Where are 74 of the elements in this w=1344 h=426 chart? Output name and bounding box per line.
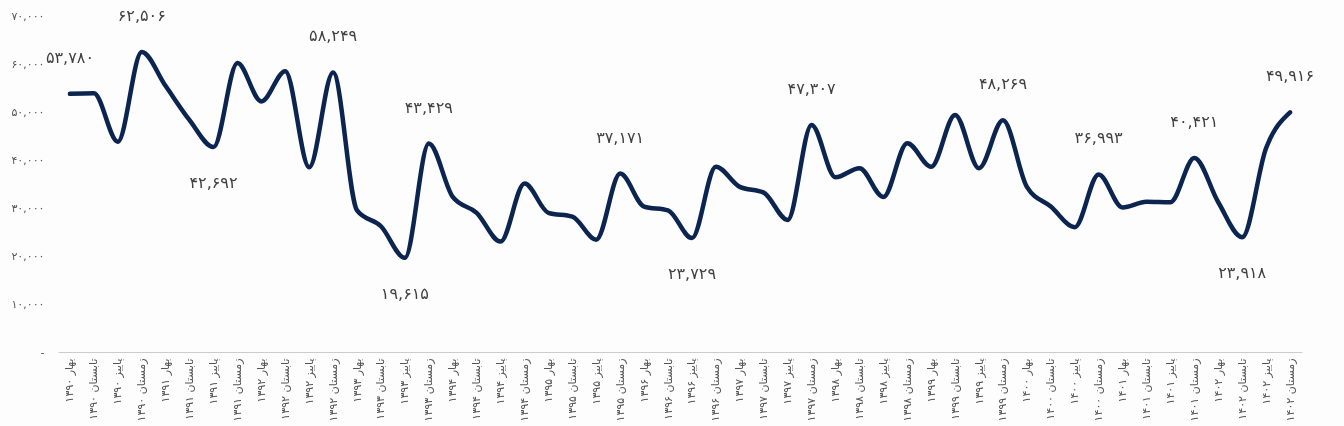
x-tick-label: پاییز ۱۳۹۵: [589, 358, 603, 405]
x-tick-label: پاییز ۱۴۰۱: [1163, 358, 1177, 405]
y-tick-label: ۶۰,۰۰۰: [11, 57, 45, 71]
x-tick-label: تابستان ۱۳۹۶: [661, 358, 675, 420]
data-label: ۴۳,۴۲۹: [404, 97, 453, 117]
x-tick-label: پاییز ۱۳۹۳: [398, 358, 412, 405]
data-label: ۵۸,۲۴۹: [309, 26, 358, 46]
x-tick-label: پاییز ۱۳۹۱: [207, 358, 220, 405]
x-tick-label: زمستان ۱۳۹۸: [900, 358, 914, 422]
data-label: ۲۳,۷۲۹: [667, 264, 716, 284]
x-tick-label: بهار ۱۳۹۰: [63, 358, 77, 403]
x-tick-label: تابستان ۱۳۹۱: [183, 358, 197, 420]
x-tick-label: پاییز ۱۳۹۰: [111, 358, 125, 405]
data-label: ۴۰,۴۲۱: [1170, 111, 1219, 131]
x-tick-label: پاییز ۱۳۹۸: [876, 358, 890, 405]
x-tick-label: پاییز ۱۳۹۶: [685, 358, 699, 405]
x-tick-label: بهار ۱۳۹۶: [637, 358, 651, 403]
x-tick-label: تابستان ۱۳۹۵: [565, 358, 579, 420]
x-tick-label: تابستان ۱۴۰۲: [1235, 358, 1249, 420]
x-tick-label: زمستان ۱۳۹۲: [326, 358, 340, 422]
x-tick-label: تابستان ۱۴۰۰: [1044, 358, 1058, 420]
x-tick-label: پاییز ۱۳۹۹: [972, 358, 986, 405]
x-tick-label: تابستان ۱۳۹۹: [948, 358, 962, 420]
x-tick-label: پاییز ۱۳۹۲: [302, 358, 316, 405]
x-tick-label: تابستان ۱۴۰۱: [1140, 358, 1153, 420]
data-label: ۵۳,۷۸۰: [45, 47, 94, 67]
data-label: ۳۶,۹۹۳: [1074, 128, 1124, 148]
x-tick-label: زمستان ۱۴۰۰: [1092, 358, 1106, 422]
x-tick-label: بهار ۱۳۹۵: [541, 358, 555, 403]
x-tick-label: تابستان ۱۳۹۴: [470, 358, 484, 420]
data-label: ۴۹,۹۱۶: [1266, 66, 1315, 86]
data-label: ۴۸,۲۶۹: [978, 74, 1027, 94]
x-tick-label: بهار ۱۳۹۹: [924, 358, 938, 403]
x-tick-label: بهار ۱۳۹۳: [350, 358, 364, 403]
y-tick-label: -: [40, 345, 45, 359]
x-tick-label: تابستان ۱۳۹۷: [757, 358, 771, 420]
x-tick-label: بهار ۱۳۹۲: [254, 358, 268, 403]
x-tick-label: بهار ۱۳۹۱: [159, 358, 173, 403]
x-tick-label: تابستان ۱۳۹۳: [374, 358, 388, 420]
x-tick-label: بهار ۱۴۰۲: [1211, 358, 1225, 403]
x-tick-label: تابستان ۱۳۹۰: [87, 358, 101, 420]
y-tick-label: ۳۰,۰۰۰: [11, 201, 45, 215]
y-tick-label: ۵۰,۰۰۰: [11, 105, 45, 119]
x-tick-label: زمستان ۱۳۹۷: [805, 358, 819, 422]
x-tick-label: پاییز ۱۴۰۲: [1259, 358, 1273, 405]
x-tick-label: تابستان ۱۳۹۸: [852, 358, 866, 420]
y-tick-label: ۷۰,۰۰۰: [11, 9, 45, 23]
data-label: ۴۲,۶۹۲: [189, 173, 238, 193]
x-tick-label: پاییز ۱۴۰۰: [1068, 358, 1082, 405]
x-tick-label: پاییز ۱۳۹۷: [781, 358, 795, 405]
x-tick-label: زمستان ۱۴۰۱: [1187, 358, 1201, 422]
data-label: ۴۷,۳۰۷: [787, 78, 837, 98]
x-tick-label: بهار ۱۴۰۱: [1116, 358, 1130, 403]
x-tick-label: زمستان ۱۳۹۹: [996, 358, 1010, 422]
y-tick-label: ۴۰,۰۰۰: [11, 153, 45, 167]
x-tick-label: پاییز ۱۳۹۴: [494, 358, 508, 405]
x-tick-label: زمستان ۱۳۹۶: [709, 358, 723, 422]
y-tick-label: ۱۰,۰۰۰: [11, 297, 45, 311]
x-tick-label: بهار ۱۳۹۴: [446, 358, 460, 403]
x-tick-label: زمستان ۱۳۹۱: [230, 358, 244, 422]
x-tick-label: زمستان ۱۳۹۳: [422, 358, 436, 422]
data-label: ۱۹,۶۱۵: [380, 283, 429, 303]
data-label: ۲۳,۹۱۸: [1218, 263, 1267, 283]
x-tick-label: زمستان ۱۴۰۲: [1283, 358, 1297, 422]
x-tick-label: بهار ۱۳۹۷: [733, 358, 747, 403]
x-tick-label: زمستان ۱۳۹۴: [518, 358, 531, 422]
x-tick-label: بهار ۱۴۰۰: [1020, 358, 1034, 403]
x-tick-label: زمستان ۱۳۹۵: [613, 358, 627, 422]
x-tick-label: زمستان ۱۳۹۰: [135, 358, 149, 422]
x-tick-label: تابستان ۱۳۹۲: [278, 358, 292, 420]
x-tick-label: بهار ۱۳۹۸: [829, 358, 842, 403]
data-label: ۳۷,۱۷۱: [596, 127, 645, 147]
data-label: ۶۲,۵۰۶: [117, 5, 166, 25]
y-tick-label: ۲۰,۰۰۰: [11, 249, 45, 263]
